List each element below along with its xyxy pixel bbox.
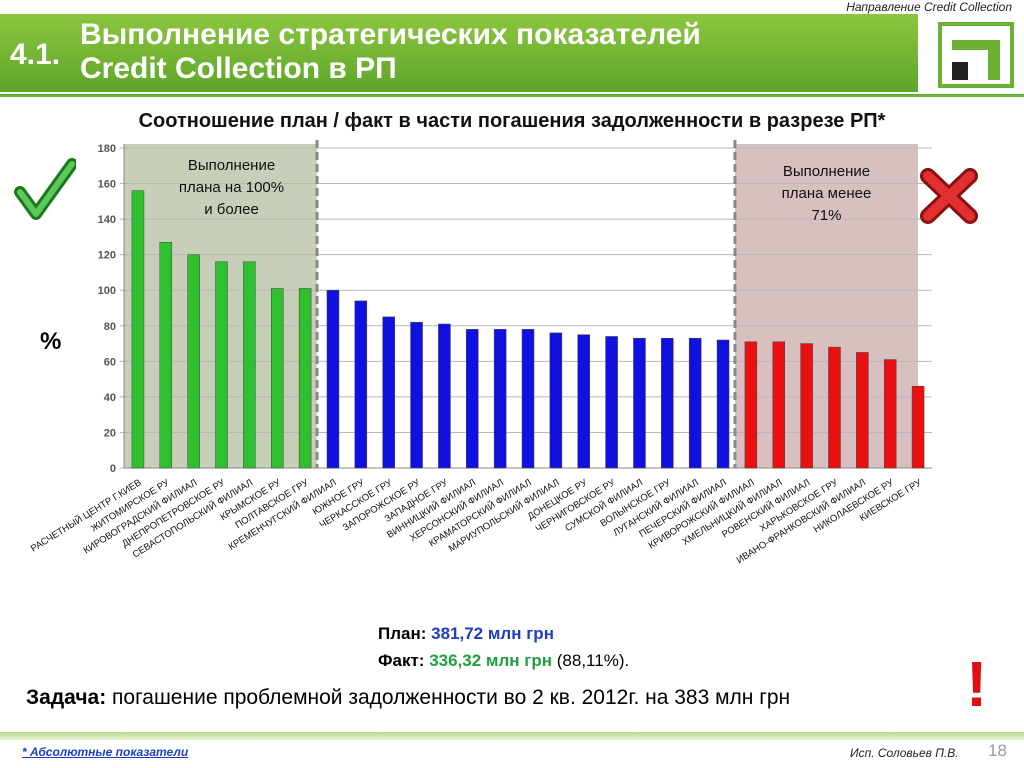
header-band [0,14,918,92]
bar [382,316,395,469]
fact-line: Факт: 336,32 млн грн (88,11%). [378,651,629,671]
plan-label: План: [378,624,427,643]
y-tick-label: 120 [98,250,116,262]
bar [549,332,563,469]
bar [410,321,423,469]
footer-band [0,732,1024,740]
bar [744,341,758,469]
zone-good-label: и более [204,201,259,218]
y-tick-label: 140 [98,214,116,226]
page-number: 18 [988,741,1007,760]
author-label: Исп. Соловьев П.В. [850,746,959,760]
y-tick-label: 20 [104,427,116,439]
fact-label: Факт: [378,651,425,670]
footnote-link[interactable]: * Абсолютные показатели [22,745,189,759]
bar [298,288,312,469]
task-line: Задача: погашение проблемной задолженнос… [26,686,790,710]
y-tick-label: 100 [98,285,116,297]
page-title-line-2: Credit Collection в РП [80,52,397,85]
y-unit-label: % [40,328,62,355]
chart-title: Соотношение план / факт в части погашени… [138,110,886,132]
bar [493,329,507,469]
bar [466,329,479,469]
bar [800,343,813,469]
y-tick-label: 40 [104,392,116,404]
page-title: Выполнение стратегических показателей Cr… [80,18,701,86]
task-label: Задача: [26,686,107,709]
y-tick-label: 180 [98,143,116,155]
section-number: 4.1. [10,38,61,71]
page-title-line-1: Выполнение стратегических показателей [80,18,701,51]
bar [354,300,368,469]
bar [326,289,340,469]
bar [215,261,228,469]
plan-line: План: 381,72 млн грн [378,624,554,644]
y-tick-label: 160 [98,179,116,191]
zone-good-label: Выполнение [188,157,275,174]
bar [577,334,590,469]
bar [633,337,646,469]
cross-icon [920,168,978,224]
zone-bad-label: плана менее [782,185,872,202]
y-tick-label: 80 [104,321,116,333]
zone-good-label: плана на 100% [179,179,284,196]
task-text: погашение проблемной задолженности во 2 … [112,686,791,709]
plan-value: 381,72 млн грн [431,624,554,643]
bar-chart: 0 20 40 60 80 100 120 140 160 180 Выполнение плана … [28,140,932,566]
direction-label: Направление Credit Collection [846,0,1012,14]
bar [270,288,284,469]
header-divider [0,94,1024,97]
bar [438,323,451,469]
bar [661,337,674,469]
exclamation-icon: ! [966,648,988,720]
bar [187,254,200,469]
bar [243,261,256,469]
bar [159,241,173,469]
bar [883,359,897,469]
bar [911,385,925,469]
bank-logo-icon [930,14,1022,92]
bar [688,337,702,469]
zone-bad-label: Выполнение [783,163,870,180]
bar [716,339,730,469]
fact-value: 336,32 млн грн [429,651,553,670]
zone-bad-label: 71% [811,207,841,224]
bar [521,329,535,469]
bar [856,352,869,469]
bar [828,346,841,469]
y-tick-label: 60 [104,356,116,368]
bar [605,336,618,469]
y-tick-label: 0 [110,463,116,475]
check-icon [14,158,76,220]
bar [131,190,145,469]
bar [772,341,786,469]
fact-percent: (88,11%). [556,651,630,670]
